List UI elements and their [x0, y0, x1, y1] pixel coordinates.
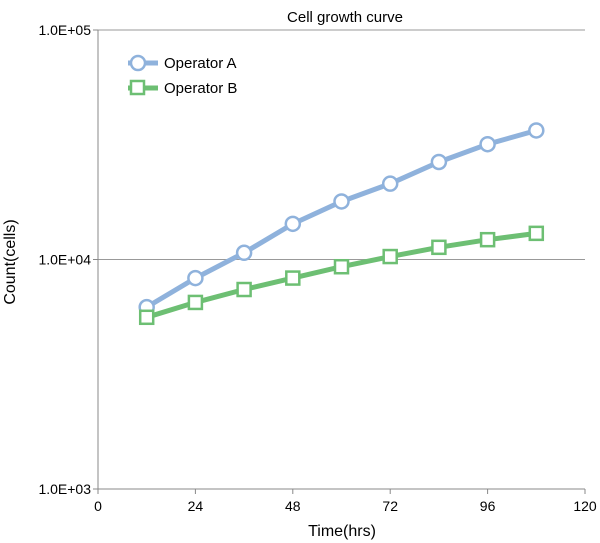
x-tick-label: 24 [188, 498, 204, 514]
data-point-operator-a [528, 122, 545, 139]
series-operator-a [138, 122, 545, 316]
y-tick-label: 1.0E+04 [38, 252, 91, 268]
chart-title: Cell growth curve [287, 9, 403, 26]
legend-item-operator-b: Operator B [128, 79, 237, 97]
data-point-operator-a [430, 153, 448, 171]
series-line-operator-a [145, 128, 537, 310]
data-point-operator-b [382, 248, 398, 265]
legend-item-operator-a: Operator A [128, 54, 237, 72]
y-tick-label: 1.0E+05 [38, 22, 91, 38]
x-axis-title: Time(hrs) [308, 523, 376, 540]
data-point-operator-a [235, 244, 253, 262]
y-tick-label: 1.0E+03 [38, 481, 91, 497]
data-point-operator-b [187, 294, 204, 311]
data-point-operator-a [284, 215, 302, 233]
y-axis-title: Count(cells) [2, 219, 19, 304]
data-point-operator-a [381, 175, 399, 192]
x-tick-label: 72 [382, 498, 398, 514]
series-operator-b [138, 225, 545, 326]
data-point-operator-b [431, 239, 447, 256]
x-tick-label: 0 [94, 498, 102, 514]
series [138, 122, 545, 326]
ticks: 1.0E+03 1.0E+04 1.0E+05 0 24 48 72 96 120 [38, 22, 596, 514]
x-tick-label: 48 [285, 498, 301, 514]
legend-square-marker-icon [129, 79, 146, 96]
data-point-operator-b [285, 270, 301, 286]
data-point-operator-b [333, 258, 350, 275]
legend-label-operator-a: Operator A [164, 55, 237, 72]
data-point-operator-a [479, 135, 496, 153]
data-point-operator-a [187, 269, 204, 287]
data-point-operator-b [236, 281, 252, 298]
legend-label-operator-b: Operator B [164, 80, 237, 97]
legend: Operator A Operator B [128, 54, 237, 97]
x-tick-label: 96 [480, 498, 496, 514]
data-point-operator-b [479, 231, 496, 248]
data-point-operator-b [138, 309, 155, 326]
data-point-operator-b [528, 225, 545, 242]
legend-circle-marker-icon [129, 54, 147, 72]
data-point-operator-a [333, 193, 350, 210]
x-tick-label: 120 [573, 498, 597, 514]
